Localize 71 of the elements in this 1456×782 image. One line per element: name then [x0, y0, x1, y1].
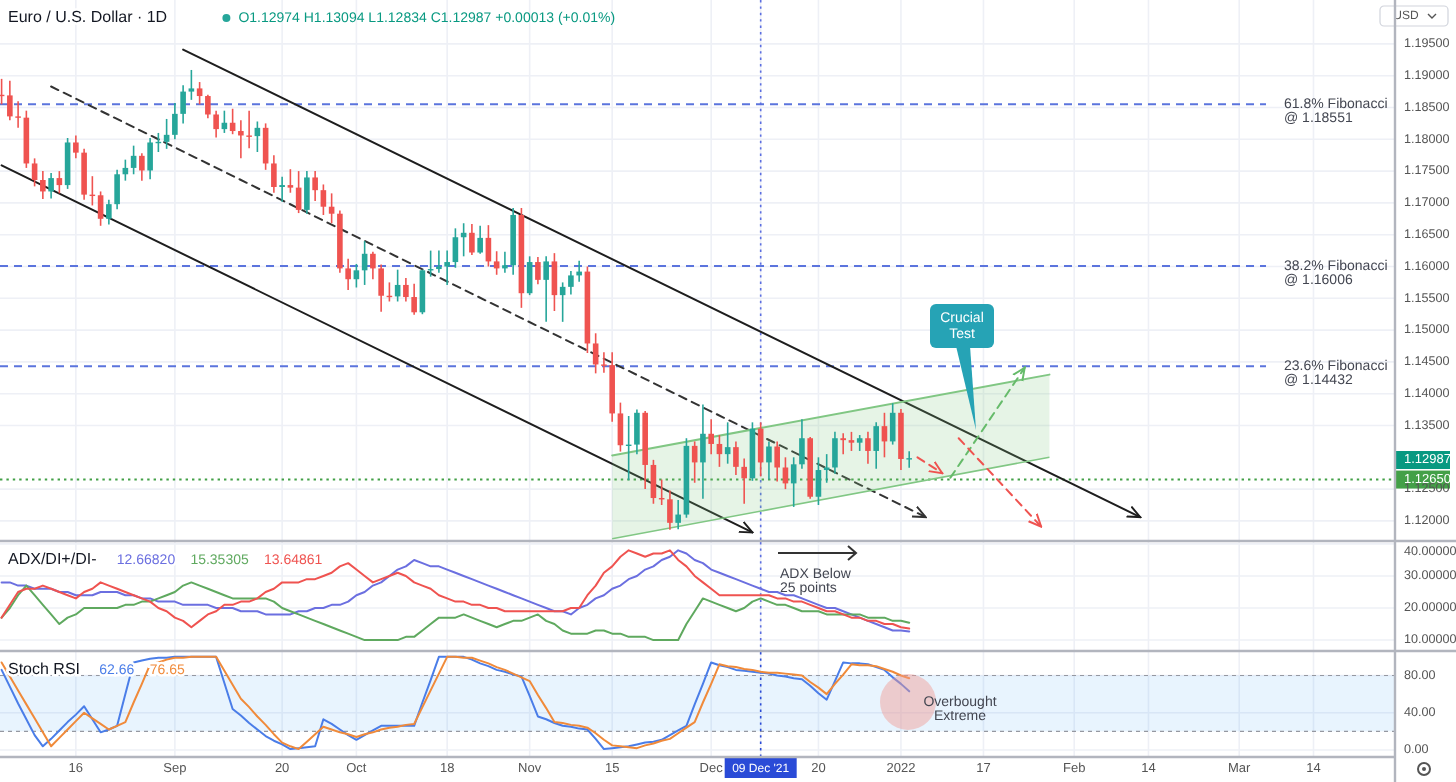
- candlestick: [106, 198, 112, 226]
- candlestick: [180, 84, 186, 125]
- candlestick: [568, 270, 574, 296]
- candlestick: [213, 109, 219, 139]
- candlestick: [31, 157, 38, 188]
- candlestick: [873, 421, 879, 470]
- candlestick: [403, 277, 409, 303]
- candlestick: [832, 431, 838, 475]
- candlestick: [370, 251, 376, 281]
- candlestick: [708, 418, 714, 455]
- candlestick: [304, 170, 310, 215]
- candlestick: [782, 456, 789, 490]
- candlestick: [502, 251, 508, 274]
- candlestick: [766, 440, 772, 481]
- candlestick: [7, 79, 13, 122]
- candlestick: [56, 170, 63, 195]
- candlestick: [238, 119, 244, 160]
- candlestick: [733, 440, 739, 476]
- candlestick: [15, 100, 21, 129]
- candlestick: [205, 93, 211, 120]
- candlestick: [81, 148, 87, 201]
- candlestick: [815, 456, 822, 506]
- candlestick: [724, 421, 731, 465]
- candlestick: [551, 252, 558, 312]
- candlestick: [865, 431, 871, 465]
- candlestick: [823, 453, 830, 484]
- candlestick: [279, 176, 285, 203]
- candlestick: [840, 432, 846, 455]
- candlestick: [353, 263, 360, 289]
- candlestick: [48, 172, 54, 200]
- candlestick: [741, 457, 747, 505]
- candlestick: [64, 137, 71, 190]
- candlestick: [287, 168, 294, 194]
- candlestick: [147, 137, 153, 181]
- candlestick: [97, 190, 104, 227]
- candlestick: [906, 450, 912, 469]
- candlestick: [477, 225, 483, 255]
- candlestick: [444, 249, 450, 286]
- candlestick: [345, 258, 351, 291]
- candlestick: [163, 118, 170, 150]
- candlestick: [667, 489, 673, 531]
- candlestick: [848, 431, 855, 452]
- candlestick: [411, 282, 417, 316]
- text: Stoch RSI: [8, 660, 81, 679]
- candlestick: [378, 263, 384, 313]
- candlestick: [114, 169, 120, 211]
- candlestick: [675, 499, 681, 530]
- candlestick: [543, 255, 549, 323]
- candlestick: [634, 408, 640, 455]
- candlestick: [700, 403, 706, 500]
- candlestick: [617, 401, 624, 453]
- candlestick: [898, 408, 904, 471]
- candlestick: [469, 223, 475, 256]
- candlestick: [799, 418, 805, 470]
- candlestick: [172, 102, 178, 141]
- candlestick: [188, 69, 195, 101]
- candlestick: [320, 183, 327, 216]
- candlestick: [73, 134, 79, 160]
- candlestick: [246, 109, 252, 149]
- candlestick: [535, 256, 541, 286]
- text: ADX/DI+/DI-: [8, 550, 98, 569]
- candlestick: [452, 227, 459, 269]
- candlestick: [328, 192, 335, 225]
- candlestick: [312, 170, 318, 202]
- candlestick: [271, 154, 277, 194]
- candlestick: [196, 81, 203, 106]
- candlestick: [493, 250, 500, 276]
- candlestick: [40, 170, 46, 200]
- candlestick: [139, 152, 145, 182]
- text: Euro / U.S. Dollar · 1D: [8, 8, 168, 27]
- candlestick: [774, 440, 780, 483]
